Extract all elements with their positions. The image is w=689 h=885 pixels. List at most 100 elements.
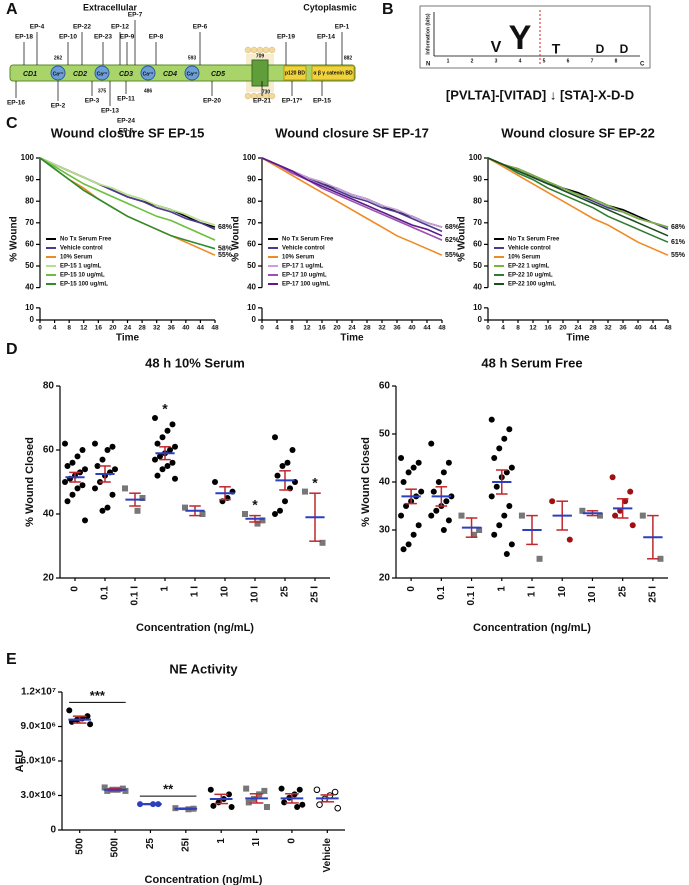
y-tick-label: 60: [473, 240, 482, 249]
epitope-label: EP-12: [111, 24, 129, 31]
data-point: [101, 784, 108, 791]
epitope-label: EP-19: [277, 34, 295, 41]
y-tick-label: 20: [43, 573, 55, 584]
x-tick-label: 4: [53, 325, 57, 332]
y-tick-label: 6.0×10⁶: [21, 756, 56, 767]
epitope-label: EP-8: [149, 34, 164, 41]
epitope-label: EP-21: [253, 98, 271, 105]
legend-label: 10% Serum: [282, 255, 314, 261]
data-point: [518, 512, 525, 519]
data-point: [627, 488, 634, 495]
legend-label: EP-22 10 ug/mL: [508, 273, 553, 279]
data-point: [277, 507, 283, 514]
epitope-label: EP-22: [73, 24, 91, 31]
data-point: [440, 469, 447, 476]
epitope-label: EP-18: [15, 34, 33, 41]
x-tick-label: 25: [280, 586, 291, 598]
data-point: [274, 472, 281, 479]
data-point: [476, 527, 483, 533]
panel-label: B: [382, 1, 394, 18]
logo-position: 2: [471, 58, 474, 64]
x-tick-label: Vehicle: [322, 838, 333, 873]
data-point: [294, 804, 301, 810]
x-tick-label: 24: [348, 325, 356, 332]
end-label: 55%: [218, 252, 233, 259]
epitope-label: EP-10: [59, 34, 77, 41]
data-point: [169, 421, 176, 428]
x-tick-label: 25 I: [648, 586, 659, 603]
logo-letter: T: [552, 41, 561, 57]
data-point: [430, 488, 437, 495]
data-point: [84, 713, 91, 720]
data-point: [566, 536, 573, 543]
data-point: [440, 527, 447, 533]
epitope-label: EP-9: [120, 34, 135, 41]
data-point: [99, 456, 106, 463]
x-tick-label: 500: [74, 838, 85, 855]
domain-label: CD4: [163, 71, 177, 78]
data-point: [134, 507, 141, 514]
calcium-label: Ca²⁺: [187, 71, 198, 77]
x-tick-label: 8: [516, 325, 520, 332]
legend-label: EP-17 100 ug/mL: [282, 282, 330, 288]
data-point: [74, 453, 81, 460]
data-point: [488, 416, 495, 423]
x-tick-label: 0.1: [436, 586, 447, 600]
data-point: [172, 475, 178, 482]
x-tick-label: 25: [617, 586, 628, 598]
x-tick-label: 16: [318, 325, 326, 332]
y-tick-label: 30: [379, 525, 391, 536]
logo-letter: V: [491, 39, 502, 56]
domain-label: p120 BD: [285, 70, 305, 76]
end-label: 55%: [445, 252, 460, 259]
x-tick-label: 0: [406, 586, 417, 592]
data-point: [154, 440, 161, 447]
x-tick-label: 0: [287, 838, 298, 844]
epitope-label: EP-6: [193, 24, 208, 31]
panel-label: D: [6, 341, 18, 358]
residue-number: 486: [144, 88, 153, 94]
domain-label: CD1: [23, 71, 37, 78]
y-tick-label: 80: [473, 196, 482, 205]
domain-label: CD2: [73, 71, 87, 78]
logo-position: 4: [519, 58, 522, 64]
y-axis-label: % Wound: [231, 216, 242, 261]
significance: **: [163, 782, 174, 797]
y-tick-label: 80: [43, 381, 55, 392]
data-point: [212, 479, 218, 485]
data-point: [398, 512, 405, 519]
data-point: [448, 493, 455, 500]
x-tick-label: 48: [211, 325, 219, 332]
data-point: [405, 469, 412, 476]
domain-label: CD3: [119, 71, 133, 78]
data-point: [109, 491, 116, 498]
data-point: [445, 459, 452, 466]
epitope-label: EP-1: [335, 24, 350, 31]
data-point: [104, 787, 111, 794]
end-label: 68%: [445, 224, 460, 231]
legend-label: No Tx Serum Free: [282, 237, 334, 243]
data-point: [491, 531, 498, 538]
x-tick-label: 40: [408, 325, 416, 332]
residue-number: 593: [188, 55, 197, 61]
data-point: [109, 443, 116, 450]
epitope-label: EP-17*: [282, 98, 303, 105]
data-point: [549, 498, 556, 505]
panel-label: A: [6, 1, 18, 18]
data-point: [122, 485, 128, 492]
y-tick-label: 10: [25, 303, 34, 312]
sequence-logo: [419, 5, 651, 69]
data-point: [597, 512, 603, 519]
panel-label: E: [6, 651, 17, 668]
y-tick-label: 0: [252, 315, 257, 324]
data-point: [152, 415, 158, 421]
data-point: [313, 786, 321, 794]
y-axis-label: % Wound Closed: [24, 437, 36, 527]
logo-frame: [419, 5, 651, 69]
p120-domain: [283, 65, 307, 81]
epitope-label: EP-23: [94, 34, 112, 41]
data-point: [199, 511, 206, 517]
data-point: [281, 799, 288, 806]
transmembrane: [251, 59, 269, 87]
x-tick-label: 20: [333, 325, 341, 332]
